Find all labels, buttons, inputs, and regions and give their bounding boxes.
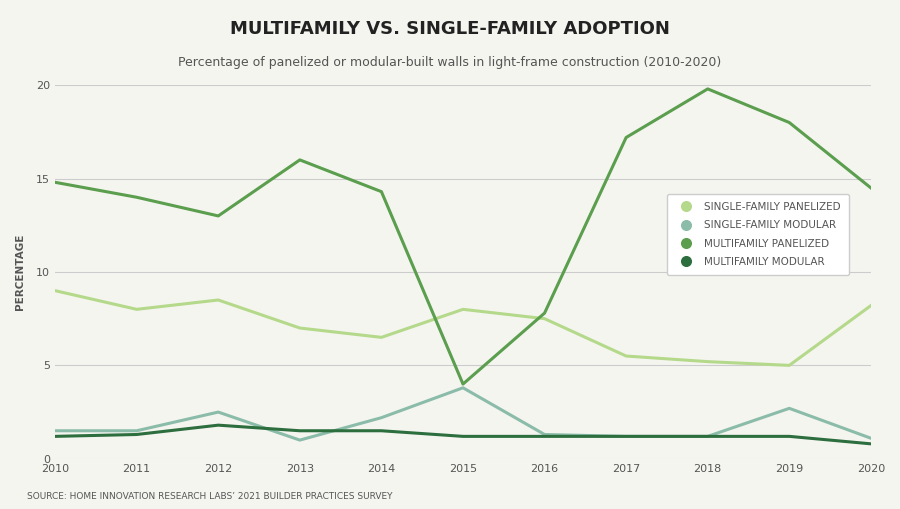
Text: MULTIFAMILY VS. SINGLE-FAMILY ADOPTION: MULTIFAMILY VS. SINGLE-FAMILY ADOPTION [230, 20, 670, 38]
Text: Percentage of panelized or modular-built walls in light-frame construction (2010: Percentage of panelized or modular-built… [178, 56, 722, 69]
Text: SOURCE: HOME INNOVATION RESEARCH LABS’ 2021 BUILDER PRACTICES SURVEY: SOURCE: HOME INNOVATION RESEARCH LABS’ 2… [27, 492, 392, 501]
Legend: SINGLE-FAMILY PANELIZED, SINGLE-FAMILY MODULAR, MULTIFAMILY PANELIZED, MULTIFAMI: SINGLE-FAMILY PANELIZED, SINGLE-FAMILY M… [667, 194, 850, 275]
Y-axis label: PERCENTAGE: PERCENTAGE [15, 234, 25, 310]
